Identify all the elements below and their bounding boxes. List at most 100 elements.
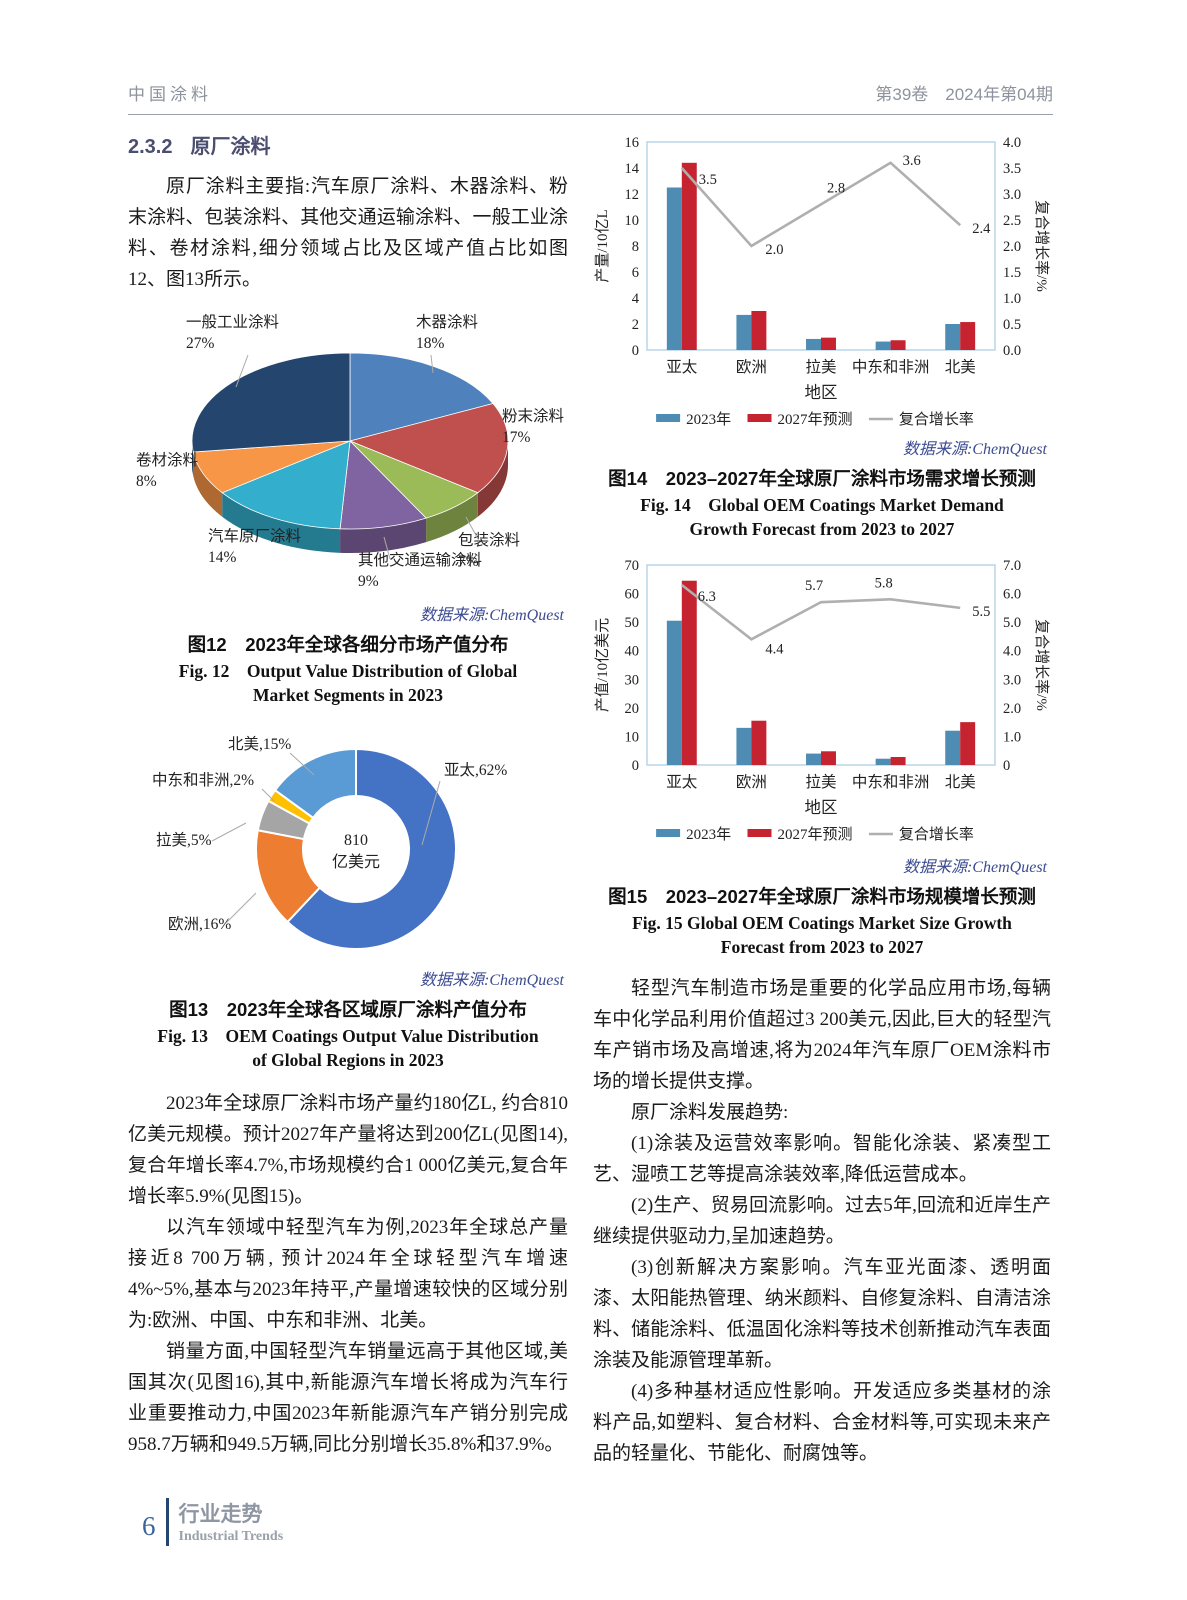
svg-text:欧洲: 欧洲	[736, 773, 767, 791]
page-footer: 6 行业走势 Industrial Trends	[142, 1498, 283, 1546]
right-column: 0 2 4 6 8 10 12 14 16 0.0 0.5 1.0 1.5 2.0 2.5 3.0 3.5 4.0…	[593, 132, 1051, 1469]
body-paragraph: 销量方面,中国轻型汽车销量远高于其他区域,美国其次(见图16),其中,新能源汽车…	[128, 1341, 568, 1455]
svg-text:18%: 18%	[416, 335, 445, 352]
svg-text:北美: 北美	[945, 773, 976, 791]
svg-text:2: 2	[632, 317, 639, 333]
intro-paragraph: 原厂涂料主要指:汽车原厂涂料、木器涂料、粉末涂料、包装涂料、其他交通运输涂料、一…	[128, 176, 568, 290]
svg-text:1.0: 1.0	[1003, 729, 1021, 745]
svg-text:5.5: 5.5	[972, 604, 990, 620]
fig14-combo-chart: 0 2 4 6 8 10 12 14 16 0.0 0.5 1.0 1.5 2.0 2.5 3.0 3.5 4.0…	[594, 135, 1051, 428]
svg-text:5.0: 5.0	[1003, 615, 1021, 631]
svg-text:27%: 27%	[186, 335, 215, 352]
body-paragraph: (3)创新解决方案影响。汽车亚光面漆、透明面漆、太阳能热管理、纳米颜料、自修复涂…	[593, 1257, 1051, 1371]
svg-text:欧洲,16%: 欧洲,16%	[168, 915, 231, 933]
svg-text:14: 14	[625, 161, 640, 177]
left-column: 2.3.2 原厂涂料 原厂涂料主要指:汽车原厂涂料、木器涂料、粉末涂料、包装涂料、…	[128, 130, 568, 1460]
svg-text:2.4: 2.4	[972, 221, 991, 237]
svg-text:2023年: 2023年	[686, 826, 731, 843]
svg-text:12: 12	[625, 187, 640, 203]
svg-text:产值/10亿美元: 产值/10亿美元	[594, 618, 611, 712]
svg-text:2.8: 2.8	[827, 180, 845, 196]
fig15-combo-chart: 0 10 20 30 40 50 60 70 0 1.0 2.0 3.0 4.0 5.0 6.0 7.0 亚太 欧…	[594, 558, 1051, 843]
svg-text:复合增长率: 复合增长率	[899, 825, 974, 843]
svg-text:中东和非洲,2%: 中东和非洲,2%	[152, 771, 254, 789]
svg-text:2023年: 2023年	[686, 411, 731, 428]
fig15-caption-zh: 图15 2023–2027年全球原厂涂料市场规模增长预测	[608, 886, 1036, 907]
page-number: 6	[142, 1511, 156, 1541]
svg-text:10: 10	[625, 213, 640, 229]
svg-text:复合增长率: 复合增长率	[899, 410, 974, 428]
svg-text:2.0: 2.0	[1003, 239, 1021, 255]
fig12-caption-en: Fig. 12 Output Value Distribution of Glo…	[178, 661, 518, 705]
svg-text:产量/10亿L: 产量/10亿L	[594, 209, 611, 282]
svg-text:2.0: 2.0	[1003, 701, 1021, 717]
svg-text:4.0: 4.0	[1003, 135, 1021, 151]
svg-text:50: 50	[625, 615, 640, 631]
fig14-data-source: 数据来源:ChemQuest	[903, 441, 1047, 458]
svg-text:3.0: 3.0	[1003, 187, 1021, 203]
svg-text:2.0: 2.0	[765, 242, 783, 258]
body-paragraph: 以汽车领域中轻型汽车为例,2023年全球总产量接近8 700万辆, 预计2024…	[128, 1217, 568, 1331]
svg-text:3.6: 3.6	[903, 153, 921, 169]
svg-text:欧洲: 欧洲	[736, 358, 767, 376]
svg-text:1.0: 1.0	[1003, 291, 1021, 307]
fig12-caption-zh: 图12 2023年全球各细分市场产值分布	[187, 634, 509, 655]
page-header: 中国涂料 第39卷 2024年第04期	[128, 80, 1053, 115]
svg-text:包装涂料: 包装涂料	[458, 531, 520, 549]
svg-text:卷材涂料: 卷材涂料	[136, 451, 198, 469]
svg-text:8%: 8%	[136, 473, 157, 490]
body-paragraph: 原厂涂料发展趋势:	[631, 1102, 789, 1123]
svg-text:亚太: 亚太	[666, 358, 698, 376]
svg-text:17%: 17%	[502, 429, 531, 446]
fig12-pie-chart: 木器涂料 18% 粉末涂料 17% 包装涂料 7%其他交通运输涂料 9% 汽车原厂涂料 14% 卷…	[136, 313, 564, 590]
body-paragraph: (4)多种基材适应性影响。开发适应多类基材的涂料产品,如塑料、复合材料、合金材料…	[593, 1381, 1051, 1464]
fig13-caption-zh: 图13 2023年全球各区域原厂涂料产值分布	[169, 999, 527, 1020]
svg-text:70: 70	[625, 558, 640, 574]
svg-text:0: 0	[1003, 758, 1010, 774]
svg-text:3.0: 3.0	[1003, 672, 1021, 688]
svg-text:北美: 北美	[945, 358, 976, 376]
journal-title: 中国涂料	[128, 85, 212, 104]
svg-text:拉美: 拉美	[805, 358, 836, 376]
svg-text:北美,15%: 北美,15%	[228, 735, 291, 753]
svg-text:810: 810	[344, 832, 368, 849]
svg-text:地区: 地区	[805, 383, 838, 402]
svg-text:14%: 14%	[208, 549, 237, 566]
svg-text:16: 16	[625, 135, 640, 151]
fig14-caption-zh: 图14 2023–2027年全球原厂涂料市场需求增长预测	[608, 468, 1036, 489]
svg-text:7.0: 7.0	[1003, 558, 1021, 574]
svg-text:4.4: 4.4	[765, 641, 784, 657]
svg-text:中东和非洲: 中东和非洲	[852, 773, 930, 791]
footer-column-title: 行业走势	[178, 1503, 263, 1526]
svg-text:复合增长率/%: 复合增长率/%	[1033, 619, 1051, 711]
svg-text:6.3: 6.3	[698, 589, 716, 605]
fig13-data-source: 数据来源:ChemQuest	[420, 972, 564, 989]
svg-text:7%: 7%	[458, 553, 479, 570]
svg-text:5.8: 5.8	[875, 575, 893, 591]
svg-text:亚太: 亚太	[666, 773, 698, 791]
svg-text:30: 30	[625, 672, 640, 688]
body-paragraph: 2023年全球原厂涂料市场产量约180亿L, 约合810亿美元规模。预计2027…	[128, 1093, 568, 1207]
section-heading: 2.3.2 原厂涂料	[128, 130, 568, 159]
svg-text:拉美,5%: 拉美,5%	[156, 831, 212, 849]
svg-text:亚太,62%: 亚太,62%	[444, 761, 507, 779]
footer-column-subtitle: Industrial Trends	[178, 1529, 284, 1544]
svg-text:复合增长率/%: 复合增长率/%	[1033, 200, 1051, 292]
svg-text:0.0: 0.0	[1003, 343, 1021, 359]
svg-text:木器涂料: 木器涂料	[416, 313, 478, 331]
fig15-caption-en: Fig. 15 Global OEM Coatings Market Size …	[632, 913, 1012, 957]
svg-text:9%: 9%	[358, 573, 379, 590]
svg-text:60: 60	[625, 587, 640, 603]
svg-text:40: 40	[625, 644, 640, 660]
footer-divider	[165, 1498, 169, 1546]
svg-text:20: 20	[625, 701, 640, 717]
svg-text:其他交通运输涂料: 其他交通运输涂料	[358, 551, 482, 569]
svg-text:8: 8	[632, 239, 639, 255]
svg-text:4.0: 4.0	[1003, 644, 1021, 660]
svg-text:2.5: 2.5	[1003, 213, 1021, 229]
body-paragraph: 轻型汽车制造市场是重要的化学品应用市场,每辆车中化学品利用价值超过3 200美元…	[593, 978, 1051, 1092]
svg-text:粉末涂料: 粉末涂料	[502, 407, 564, 425]
svg-text:4: 4	[632, 291, 640, 307]
body-paragraph: (1)涂装及运营效率影响。智能化涂装、紧凑型工艺、湿喷工艺等提高涂装效率,降低运…	[593, 1133, 1051, 1185]
body-paragraph: (2)生产、贸易回流影响。过去5年,回流和近岸生产继续提供驱动力,呈加速趋势。	[593, 1195, 1051, 1247]
